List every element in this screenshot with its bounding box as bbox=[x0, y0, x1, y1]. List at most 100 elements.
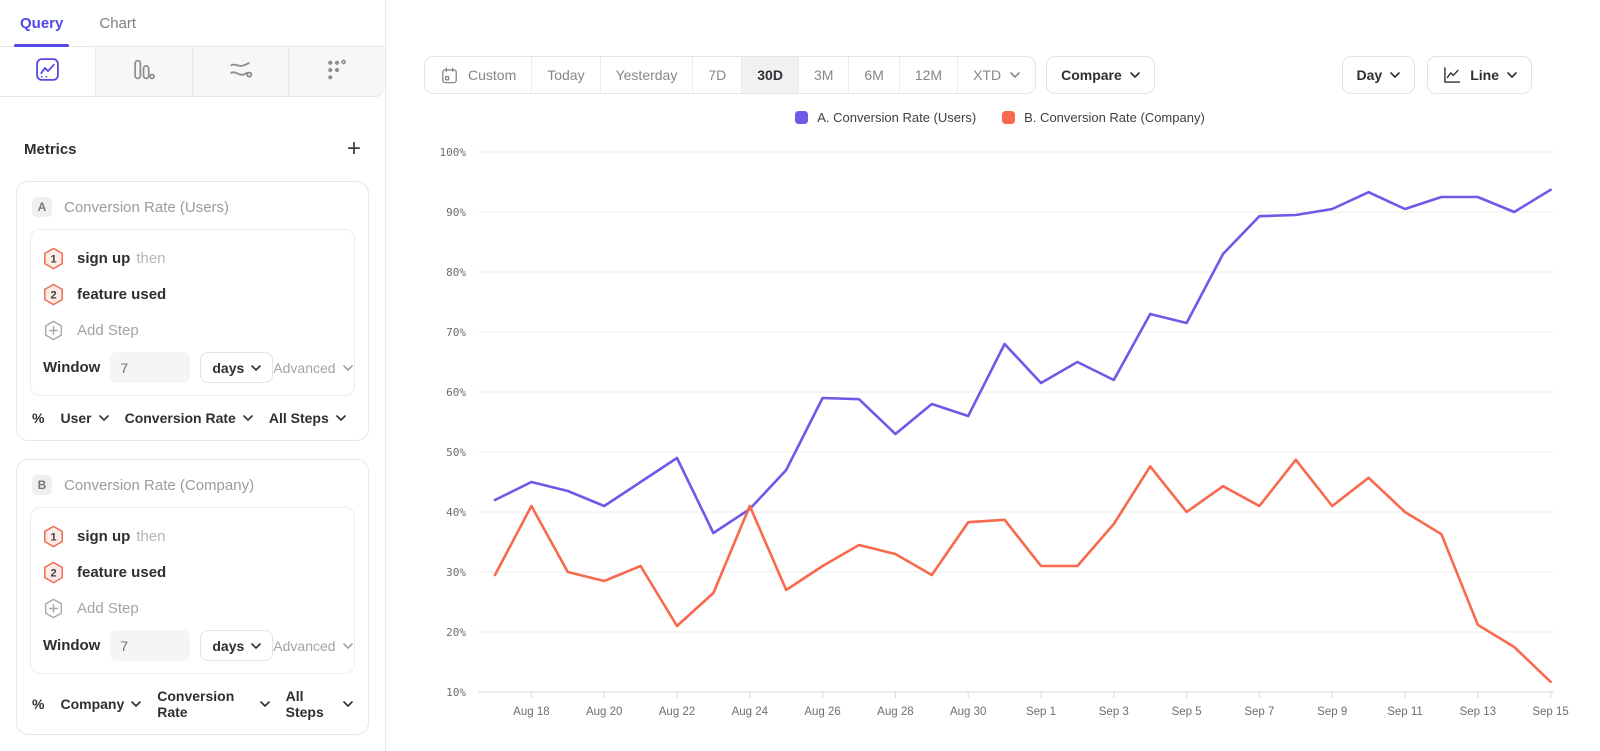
metric-title-input[interactable]: Conversion Rate (Company) bbox=[64, 476, 255, 494]
analysis-type-tabs bbox=[0, 47, 385, 97]
add-step-button[interactable]: Add Step bbox=[43, 590, 342, 626]
measure-prefix: % bbox=[32, 410, 45, 426]
step-event-name: feature used bbox=[77, 285, 167, 303]
y-axis-label: 50% bbox=[446, 446, 466, 459]
tab-retention-dots[interactable] bbox=[289, 47, 385, 96]
measure-dropdown[interactable]: Conversion Rate bbox=[157, 688, 270, 720]
x-axis-label: Aug 20 bbox=[586, 706, 622, 718]
legend-item-series-a[interactable]: A. Conversion Rate (Users) bbox=[795, 110, 976, 125]
tab-chart[interactable]: Chart bbox=[99, 14, 137, 32]
tab-query[interactable]: Query bbox=[14, 0, 70, 47]
y-axis-label: 80% bbox=[446, 266, 466, 279]
date-range-3m[interactable]: 3M bbox=[799, 57, 850, 93]
date-range-custom[interactable]: Custom bbox=[425, 57, 533, 93]
chevron-down-icon bbox=[1010, 72, 1020, 78]
metrics-section-title: Metrics bbox=[24, 140, 77, 158]
chevron-down-icon bbox=[1507, 72, 1517, 78]
granularity-dropdown[interactable]: Day bbox=[1341, 56, 1416, 94]
funnel-step-2[interactable]: 2 feature used bbox=[43, 554, 342, 590]
step-number-badge: 1 bbox=[44, 247, 63, 269]
line-series-a bbox=[493, 188, 1552, 535]
chevron-down-icon bbox=[1129, 72, 1140, 78]
svg-text:1: 1 bbox=[50, 253, 56, 265]
window-unit-dropdown[interactable]: days bbox=[200, 352, 274, 383]
chevron-down-icon bbox=[251, 642, 262, 649]
date-range-30d[interactable]: 30D bbox=[742, 57, 799, 93]
entity-dropdown[interactable]: User bbox=[60, 410, 109, 426]
line-chart-icon bbox=[1444, 67, 1461, 83]
x-axis-label: Sep 3 bbox=[1099, 706, 1129, 718]
chart-type-dropdown[interactable]: Line bbox=[1427, 56, 1532, 94]
metric-badge-a: A bbox=[32, 197, 52, 217]
y-axis-label: 60% bbox=[446, 386, 466, 399]
measure-dropdown[interactable]: Conversion Rate bbox=[125, 410, 253, 426]
step-event-name: sign up bbox=[77, 249, 131, 267]
y-axis-label: 70% bbox=[446, 326, 466, 339]
metric-card-a: A Conversion Rate (Users) 1 sign up then… bbox=[16, 181, 369, 441]
step-number-badge: 2 bbox=[44, 561, 63, 583]
x-axis-label: Aug 26 bbox=[804, 706, 840, 718]
window-label: Window bbox=[43, 359, 101, 376]
chevron-down-icon bbox=[342, 364, 353, 371]
step-event-name: sign up bbox=[77, 527, 131, 545]
funnel-step-1[interactable]: 1 sign up then bbox=[43, 518, 342, 554]
step-number-badge: 1 bbox=[44, 525, 63, 547]
circle-plus-icon bbox=[44, 320, 63, 340]
calendar-icon bbox=[442, 67, 457, 83]
y-axis-label: 100% bbox=[440, 146, 467, 159]
circle-plus-icon bbox=[44, 598, 63, 618]
x-axis-label: Aug 18 bbox=[513, 706, 549, 718]
chevron-down-icon bbox=[251, 364, 262, 371]
x-axis-label: Sep 11 bbox=[1387, 706, 1423, 718]
svg-text:2: 2 bbox=[50, 567, 56, 579]
chart-panel: Custom Today Yesterday 7D 30D 3M 6M 12M … bbox=[386, 0, 1600, 751]
add-metric-button[interactable]: + bbox=[346, 135, 361, 162]
metric-card-b: B Conversion Rate (Company) 1 sign up th… bbox=[16, 459, 369, 735]
legend-item-series-b[interactable]: B. Conversion Rate (Company) bbox=[1002, 110, 1205, 125]
advanced-dropdown[interactable]: Advanced bbox=[273, 360, 353, 376]
x-axis-label: Aug 28 bbox=[877, 706, 913, 718]
x-axis-label: Aug 30 bbox=[950, 706, 986, 718]
date-range-xtd[interactable]: XTD bbox=[958, 57, 1035, 93]
step-event-name: feature used bbox=[77, 563, 167, 581]
step-suffix: then bbox=[136, 527, 166, 545]
x-axis-label: Sep 7 bbox=[1244, 706, 1274, 718]
date-range-yesterday[interactable]: Yesterday bbox=[601, 57, 694, 93]
window-label: Window bbox=[43, 637, 101, 654]
funnel-step-2[interactable]: 2 feature used bbox=[43, 276, 342, 312]
line-chart-canvas[interactable]: 100% 90% 80% 70% 60% 50% 40% 30% 20% 10% Aug 18 Aug… bbox=[430, 138, 1570, 730]
tab-funnel-bars[interactable] bbox=[96, 47, 193, 96]
date-range-6m[interactable]: 6M bbox=[849, 57, 900, 93]
date-range-7d[interactable]: 7D bbox=[693, 57, 743, 93]
date-range-today[interactable]: Today bbox=[532, 57, 601, 93]
insights-chart-icon bbox=[35, 57, 60, 87]
steps-scope-dropdown[interactable]: All Steps bbox=[286, 688, 353, 720]
x-axis-label: Aug 22 bbox=[659, 706, 695, 718]
add-step-label: Add Step bbox=[77, 599, 139, 617]
compare-button[interactable]: Compare bbox=[1046, 56, 1155, 94]
steps-scope-dropdown[interactable]: All Steps bbox=[269, 410, 346, 426]
x-axis-label: Sep 13 bbox=[1460, 706, 1496, 718]
tab-insights-chart[interactable] bbox=[0, 47, 97, 96]
advanced-dropdown[interactable]: Advanced bbox=[273, 638, 353, 654]
add-step-button[interactable]: Add Step bbox=[43, 312, 342, 348]
window-value-input[interactable] bbox=[110, 630, 191, 661]
chart-area: A. Conversion Rate (Users) B. Conversion… bbox=[430, 106, 1570, 735]
entity-dropdown[interactable]: Company bbox=[60, 696, 142, 712]
x-axis-label: Sep 9 bbox=[1317, 706, 1347, 718]
chevron-down-icon bbox=[335, 415, 346, 421]
window-unit-dropdown[interactable]: days bbox=[200, 630, 274, 661]
metric-title-input[interactable]: Conversion Rate (Users) bbox=[64, 198, 230, 216]
add-step-label: Add Step bbox=[77, 321, 139, 339]
window-value-input[interactable] bbox=[110, 352, 191, 383]
y-axis-label: 90% bbox=[446, 206, 466, 219]
sidebar-tab-bar: Query Chart bbox=[0, 0, 385, 47]
date-range-12m[interactable]: 12M bbox=[900, 57, 959, 93]
line-series-b bbox=[493, 458, 1552, 684]
x-axis-label: Aug 24 bbox=[732, 706, 769, 718]
tab-journeys-flow[interactable] bbox=[193, 47, 289, 96]
journeys-flow-icon bbox=[227, 56, 253, 87]
svg-text:2: 2 bbox=[50, 289, 56, 301]
chevron-down-icon bbox=[1390, 72, 1401, 78]
funnel-step-1[interactable]: 1 sign up then bbox=[43, 240, 342, 276]
